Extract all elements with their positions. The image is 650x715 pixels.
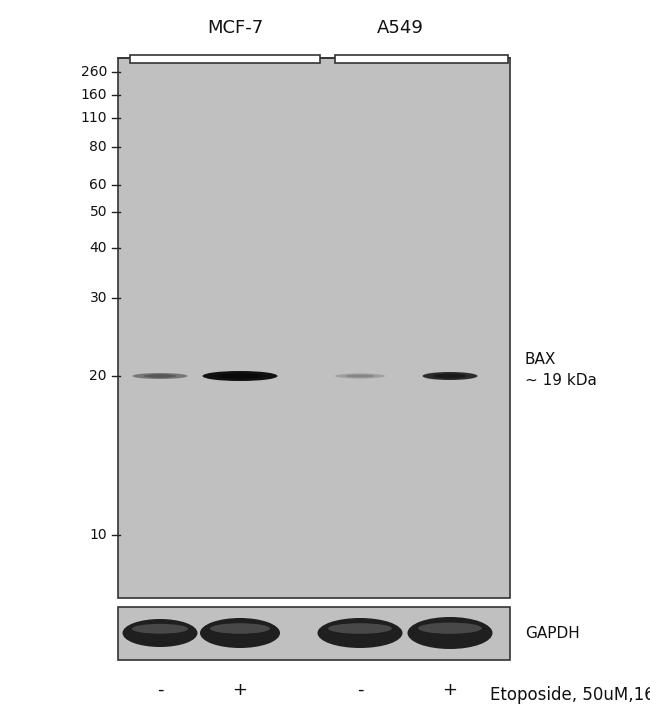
Text: BAX
~ 19 kDa: BAX ~ 19 kDa bbox=[525, 352, 597, 388]
Text: GAPDH: GAPDH bbox=[525, 626, 580, 641]
Text: Etoposide, 50uM,16Hrs: Etoposide, 50uM,16Hrs bbox=[490, 686, 650, 704]
Ellipse shape bbox=[203, 371, 278, 381]
Text: 260: 260 bbox=[81, 65, 107, 79]
Text: +: + bbox=[443, 681, 458, 699]
Ellipse shape bbox=[218, 373, 263, 379]
Ellipse shape bbox=[418, 623, 482, 633]
Text: 160: 160 bbox=[81, 88, 107, 102]
Text: 40: 40 bbox=[90, 241, 107, 255]
Bar bbox=[335, 55, 508, 63]
Ellipse shape bbox=[122, 619, 198, 647]
Text: 10: 10 bbox=[90, 528, 107, 542]
Ellipse shape bbox=[328, 623, 392, 633]
Text: 110: 110 bbox=[81, 111, 107, 125]
Bar bbox=[118, 58, 510, 598]
Ellipse shape bbox=[132, 624, 188, 633]
Ellipse shape bbox=[317, 618, 402, 648]
Text: 30: 30 bbox=[90, 291, 107, 305]
Bar bbox=[130, 55, 320, 63]
Text: MCF-7: MCF-7 bbox=[207, 19, 263, 37]
Ellipse shape bbox=[133, 373, 187, 379]
Ellipse shape bbox=[144, 374, 177, 378]
Ellipse shape bbox=[200, 618, 280, 648]
Text: 20: 20 bbox=[90, 369, 107, 383]
Text: 50: 50 bbox=[90, 205, 107, 219]
Ellipse shape bbox=[434, 374, 467, 378]
Ellipse shape bbox=[422, 372, 478, 380]
Text: -: - bbox=[157, 681, 163, 699]
Text: A549: A549 bbox=[376, 19, 423, 37]
Ellipse shape bbox=[408, 617, 493, 649]
Bar bbox=[118, 607, 510, 660]
Text: 80: 80 bbox=[90, 140, 107, 154]
Text: 60: 60 bbox=[90, 178, 107, 192]
Text: +: + bbox=[233, 681, 248, 699]
Ellipse shape bbox=[210, 623, 270, 633]
Ellipse shape bbox=[335, 373, 385, 378]
Text: -: - bbox=[357, 681, 363, 699]
Ellipse shape bbox=[345, 375, 375, 378]
